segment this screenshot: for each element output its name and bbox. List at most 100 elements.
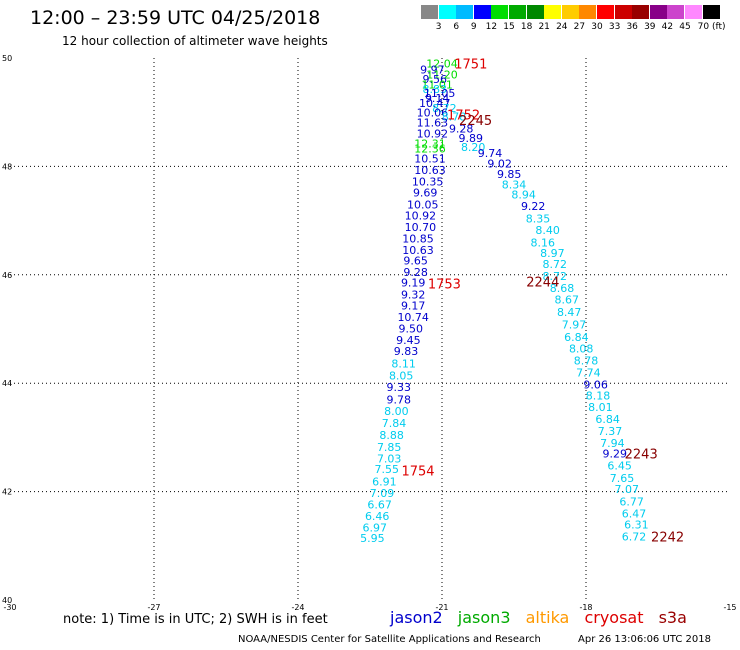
color-scale-label: 12 bbox=[485, 22, 498, 32]
color-scale-label: 45 bbox=[679, 22, 691, 32]
color-scale-label: 30 bbox=[591, 22, 603, 32]
wave-height-point: 9.56 bbox=[423, 73, 448, 86]
satellite-legend: jason2 jason3 altika cryosat s3a bbox=[390, 608, 697, 627]
wave-height-point: 8.16 bbox=[531, 236, 556, 249]
x-tick-label: -24 bbox=[291, 603, 304, 612]
pass-time-label: 2245 bbox=[459, 114, 492, 129]
wave-height-point: 8.67 bbox=[555, 294, 580, 307]
color-scale-label: 70 (ft) bbox=[697, 22, 726, 32]
wave-height-point: 8.72 bbox=[543, 270, 568, 283]
wave-height-point: 9.32 bbox=[401, 288, 426, 301]
wave-height-point: 10.63 bbox=[402, 244, 434, 257]
wave-height-point: 6.77 bbox=[619, 495, 644, 508]
y-tick-label: 46 bbox=[2, 271, 12, 280]
wave-height-point: 10.35 bbox=[412, 176, 444, 189]
wave-height-point: 9.65 bbox=[403, 255, 428, 268]
wave-height-point: 9.89 bbox=[459, 132, 484, 145]
wave-height-point: 9.28 bbox=[449, 122, 474, 135]
wave-height-point: 8.34 bbox=[502, 178, 527, 191]
chart-subtitle: 12 hour collection of altimeter wave hei… bbox=[62, 34, 328, 48]
wave-height-point: 6.84 bbox=[595, 413, 620, 426]
y-tick-label: 44 bbox=[2, 379, 12, 388]
color-swatch bbox=[597, 5, 614, 19]
color-swatch bbox=[702, 5, 720, 19]
legend-jason2: jason2 bbox=[390, 608, 443, 627]
chart-title: 12:00 – 23:59 UTC 04/25/2018 bbox=[30, 7, 321, 29]
wave-height-point: 8.68 bbox=[550, 282, 575, 295]
color-swatch bbox=[579, 5, 597, 19]
legend-s3a: s3a bbox=[658, 608, 687, 627]
footer-generated-date: Apr 26 13:06:06 UTC 2018 bbox=[578, 634, 711, 645]
wave-height-point: 6.72 bbox=[622, 531, 647, 544]
wave-height-point: 9.45 bbox=[396, 334, 421, 347]
wave-height-point: 9.83 bbox=[394, 345, 419, 358]
wave-height-point: 10.05 bbox=[407, 198, 439, 211]
wave-height-point: 9.06 bbox=[583, 378, 608, 391]
wave-height-point: 9.50 bbox=[399, 322, 424, 335]
x-tick-label: -21 bbox=[435, 603, 448, 612]
color-scale-label: 18 bbox=[520, 22, 533, 32]
wave-height-point: 8.35 bbox=[526, 212, 551, 225]
wave-height-point: 8.20 bbox=[461, 141, 486, 154]
wave-height-point: 7.03 bbox=[377, 453, 402, 466]
wave-height-point: 10.51 bbox=[414, 152, 446, 165]
x-tick-label: -27 bbox=[147, 603, 160, 612]
wave-height-point: 8.01 bbox=[588, 401, 613, 414]
legend-altika: altika bbox=[525, 608, 570, 627]
pass-time-label: 1754 bbox=[401, 464, 434, 479]
wave-height-point: 9.74 bbox=[478, 147, 503, 160]
wave-height-point: 6.45 bbox=[607, 460, 632, 473]
wave-height-point: 8.47 bbox=[557, 306, 582, 319]
color-swatch bbox=[632, 5, 650, 19]
legend-cryosat: cryosat bbox=[584, 608, 644, 627]
wave-height-point: 8.05 bbox=[389, 370, 414, 383]
wave-height-point: 12.31 bbox=[414, 138, 446, 151]
wave-height-point: 8.18 bbox=[586, 390, 611, 403]
wave-height-point: 8.00 bbox=[384, 405, 409, 418]
color-swatch bbox=[509, 5, 526, 19]
wave-height-point: 7.85 bbox=[377, 441, 402, 454]
wave-height-point: 6.84 bbox=[564, 331, 589, 344]
color-swatch bbox=[473, 5, 491, 19]
wave-height-point: 9.02 bbox=[487, 158, 512, 171]
pass-time-label: 1751 bbox=[454, 57, 487, 72]
wave-height-point: 6.31 bbox=[624, 519, 649, 532]
color-scale-label: 6 bbox=[453, 22, 460, 32]
wave-height-point: 7.37 bbox=[598, 425, 623, 438]
wave-height-point: 11.63 bbox=[417, 116, 449, 129]
wave-height-point: 7.97 bbox=[562, 319, 587, 332]
wave-height-point: 10.06 bbox=[417, 107, 449, 120]
wave-height-point: 9.69 bbox=[413, 186, 438, 199]
wave-height-point: 6.91 bbox=[372, 475, 397, 488]
y-tick-label: 42 bbox=[2, 488, 12, 497]
color-swatch bbox=[421, 5, 438, 19]
pass-time-label: 2242 bbox=[651, 531, 684, 546]
wave-height-point: 7.74 bbox=[576, 366, 601, 379]
color-scale-label: 39 bbox=[644, 22, 656, 32]
color-scale-label: 27 bbox=[573, 22, 586, 32]
wave-height-point: 10.85 bbox=[402, 232, 434, 245]
color-swatch bbox=[614, 5, 632, 19]
color-swatch bbox=[491, 5, 509, 19]
x-tick-label: -30 bbox=[3, 603, 16, 612]
wave-height-point: 9.85 bbox=[497, 168, 522, 181]
wave-height-point: 7.09 bbox=[370, 487, 395, 500]
wave-height-point: 7.65 bbox=[610, 472, 635, 485]
wave-height-point: 9.22 bbox=[521, 200, 546, 213]
color-swatch bbox=[667, 5, 685, 19]
pass-time-label: 1752 bbox=[447, 108, 480, 123]
wave-height-point: 8.08 bbox=[569, 343, 594, 356]
wave-height-point: 8.78 bbox=[574, 354, 599, 367]
pass-time-label: 1753 bbox=[428, 277, 461, 292]
color-scale-label: 33 bbox=[608, 22, 621, 32]
wave-height-point: 9.14 bbox=[425, 92, 450, 105]
wave-height-point: 10.92 bbox=[405, 210, 437, 223]
wave-height-point: 12.36 bbox=[414, 143, 446, 156]
color-scale-label: 9 bbox=[470, 22, 477, 32]
wave-height-point: 8.83 bbox=[423, 83, 448, 96]
color-swatch bbox=[526, 5, 544, 19]
wave-height-point: 12.04 bbox=[426, 57, 458, 70]
wave-height-point: 9.17 bbox=[401, 300, 426, 313]
wave-height-point: 6.67 bbox=[367, 499, 392, 512]
color-scale-label: 21 bbox=[538, 22, 550, 32]
